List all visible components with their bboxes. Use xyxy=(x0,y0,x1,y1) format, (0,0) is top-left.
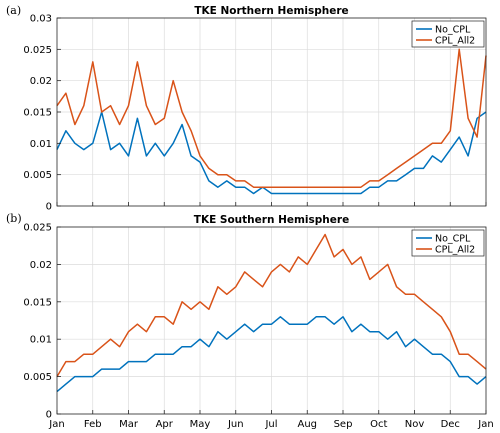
x-tick-label: Jul xyxy=(264,419,277,430)
y-tick-label: 0.015 xyxy=(23,108,52,119)
legend-label: CPL_All2 xyxy=(435,245,475,256)
y-tick-label: 0.015 xyxy=(23,297,52,308)
panel-a: 0 0.005 0.01 0.015 0.02 0.025 0.03 TKE Northern… xyxy=(6,4,487,213)
legend-label: No_CPL xyxy=(435,25,471,36)
legend-box xyxy=(411,229,485,257)
legend-label: CPL_All2 xyxy=(435,36,475,47)
x-tick-label: Mar xyxy=(119,419,139,430)
y-tick-label: 0 xyxy=(46,410,52,421)
y-tick-label: 0.03 xyxy=(30,14,52,25)
series-line-no-cpl xyxy=(56,316,487,393)
y-tick-label: 0.02 xyxy=(30,260,52,271)
x-tick-label: Sep xyxy=(334,419,353,430)
x-tick-label: Dec xyxy=(441,419,460,430)
x-tick-label: Oct xyxy=(370,419,387,430)
y-tick-label: 0.01 xyxy=(30,139,52,150)
legend-label: No_CPL xyxy=(435,234,471,245)
panel-letter: (a) xyxy=(6,4,21,17)
y-tick-label: 0.025 xyxy=(23,223,52,234)
x-tick-label: Feb xyxy=(84,419,102,430)
panel-letter: (b) xyxy=(6,212,22,225)
x-tick-label: May xyxy=(190,419,211,430)
y-tick-label: 0.005 xyxy=(23,170,52,181)
legend-box xyxy=(411,20,485,48)
x-tick-label: Jan xyxy=(48,419,64,430)
y-tick-label: 0.01 xyxy=(30,335,52,346)
panel-b: 0 0.005 0.01 0.015 0.02 0.025 Jan Feb Mar Apr May J… xyxy=(6,212,494,430)
series-line-cpl-all2 xyxy=(56,48,487,188)
series-line-no-cpl xyxy=(56,111,487,195)
panel-title: TKE Northern Hemisphere xyxy=(194,5,348,17)
x-tick-label: Jan xyxy=(477,419,493,430)
x-tick-label: Aug xyxy=(297,419,317,430)
panel-title: TKE Southern Hemisphere xyxy=(194,214,349,226)
y-tick-label: 0.025 xyxy=(23,45,52,56)
x-tick-label: Nov xyxy=(405,419,425,430)
y-tick-label: 0 xyxy=(46,202,52,213)
x-tick-label: Jun xyxy=(227,419,244,430)
x-tick-label: Apr xyxy=(156,419,174,430)
series-line-cpl-all2 xyxy=(56,233,487,377)
y-tick-label: 0.005 xyxy=(23,372,52,383)
y-tick-label: 0.02 xyxy=(30,76,52,87)
